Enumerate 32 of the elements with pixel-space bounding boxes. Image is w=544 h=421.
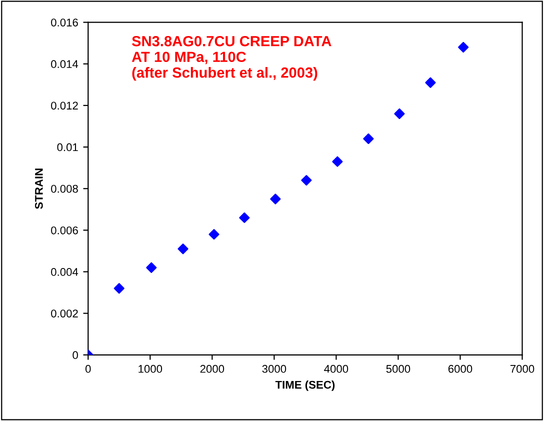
x-axis-title: TIME (SEC) [275,380,335,391]
point [394,108,405,120]
y-tick-label: 0 [72,351,78,360]
point [332,156,343,167]
text: SN3.8AG0.7CU CREEP DATA AT 10 MPa, 110C (after Schubert et al., 2003) [132,36,332,81]
point [458,42,469,53]
y-tick-label: 0.012 [51,102,78,110]
y-axis-title: STRAIN [34,168,43,209]
x-tick-label: 6000 [448,364,472,373]
x-tick-label: 7000 [510,364,534,373]
point [425,77,436,88]
x-tick-label: 3000 [262,364,286,373]
point [301,174,312,186]
point [114,283,124,294]
point [146,262,157,273]
y-tick-label: 0.008 [51,184,78,193]
point [363,133,374,144]
x-tick-label: 5000 [386,364,410,373]
y-tick-label: 0.01 [57,143,78,152]
x-tick-label: 0 [85,364,91,373]
point [239,212,250,224]
x-tick-label: 2000 [200,364,224,373]
y-tick-label: 0.014 [51,60,78,68]
point [178,244,188,254]
y-tick-label: 0.004 [51,268,78,276]
y-tick-label: 0.002 [51,310,78,318]
x-tick-label: 4000 [324,364,348,373]
point [270,194,281,204]
y-tick-label: 0.006 [51,226,78,234]
point [208,229,220,240]
y-tick-label: 0.016 [51,18,78,26]
x-tick-label: 1000 [138,364,162,373]
